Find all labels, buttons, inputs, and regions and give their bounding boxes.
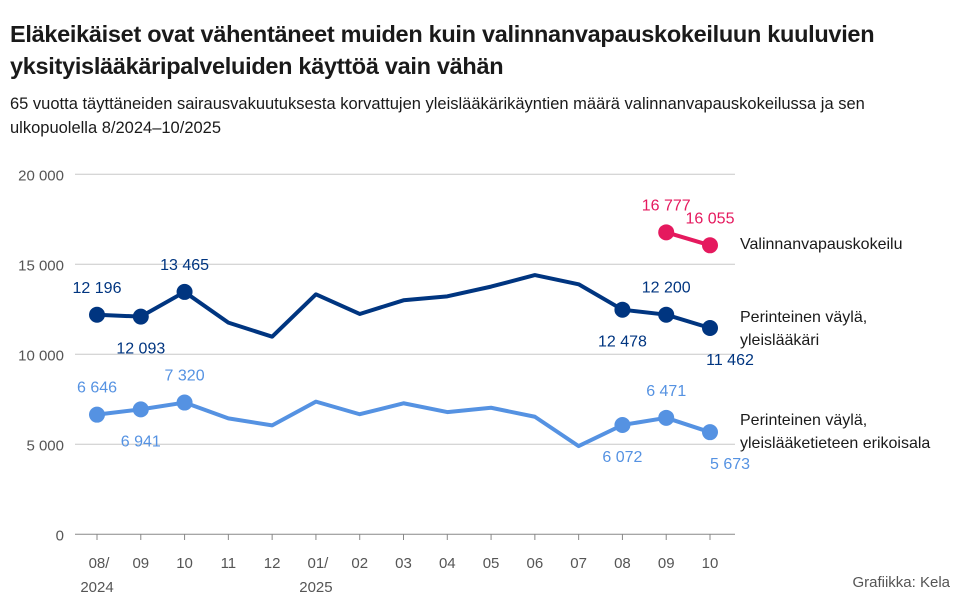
legend-label: yleislääketieteen erikoisala: [740, 435, 930, 452]
x-tick-label: 01/: [307, 555, 329, 572]
data-point: [132, 308, 149, 325]
x-tick-label: 2024: [80, 579, 113, 596]
x-tick-label: 07: [570, 555, 587, 572]
x-tick-label: 04: [439, 555, 456, 572]
data-point: [89, 406, 105, 423]
data-label: 16 777: [642, 197, 691, 214]
legend-label: Perinteinen väylä,: [740, 309, 867, 326]
data-point: [89, 306, 105, 323]
chart-credit: Grafiikka: Kela: [852, 574, 950, 591]
data-label: 5 673: [710, 456, 750, 473]
data-label: 13 465: [160, 257, 209, 274]
y-tick-label: 0: [56, 527, 64, 544]
series-line: [96, 399, 711, 449]
x-tick-label: 12: [264, 555, 281, 572]
x-tick-label: 02: [351, 555, 368, 572]
data-point: [614, 417, 631, 434]
data-label: 12 478: [598, 334, 647, 351]
x-tick-label: 06: [527, 555, 544, 572]
chart-title: Eläkeikäiset ovat vähentäneet muiden kui…: [10, 21, 875, 79]
data-label: 7 320: [165, 368, 205, 385]
data-point: [176, 394, 193, 411]
x-tick-label: 10: [176, 555, 193, 572]
data-point: [702, 424, 718, 441]
data-point: [658, 409, 675, 426]
y-tick-label: 15 000: [18, 257, 64, 274]
data-label: 6 646: [77, 380, 117, 397]
x-tick-label: 10: [702, 555, 719, 572]
legend-label: yleislääkäri: [740, 332, 819, 349]
series-line: [96, 273, 711, 339]
legend-label: Perinteinen väylä,: [740, 412, 867, 429]
data-label: 6 072: [602, 449, 642, 466]
data-point: [614, 301, 631, 318]
data-point: [702, 319, 718, 336]
data-label: 16 055: [686, 210, 735, 227]
x-tick-label: 03: [395, 555, 412, 572]
y-tick-label: 5 000: [26, 437, 64, 454]
x-tick-label: 08/: [89, 555, 111, 572]
chart-subtitle: 65 vuotta täyttäneiden sairausvakuutukse…: [10, 95, 865, 137]
data-point: [132, 401, 149, 418]
x-tick-label: 11: [221, 555, 237, 572]
data-label: 12 200: [642, 280, 691, 297]
y-tick-label: 10 000: [18, 347, 64, 364]
data-label: 6 941: [121, 433, 161, 450]
data-point: [658, 306, 675, 323]
data-point: [658, 224, 675, 241]
data-label: 12 093: [116, 341, 165, 358]
data-point: [702, 237, 718, 254]
x-tick-label: 09: [658, 555, 675, 572]
x-tick-label: 2025: [299, 579, 332, 596]
x-tick-label: 09: [132, 555, 149, 572]
y-tick-label: 20 000: [18, 167, 64, 184]
x-tick-label: 05: [483, 555, 500, 572]
data-label: 11 462: [706, 352, 754, 369]
data-point: [176, 283, 193, 300]
data-label: 12 196: [73, 280, 122, 297]
x-tick-label: 08: [614, 555, 631, 572]
legend-label: Valinnanvapauskokeilu: [740, 236, 902, 253]
data-label: 6 471: [646, 383, 686, 400]
